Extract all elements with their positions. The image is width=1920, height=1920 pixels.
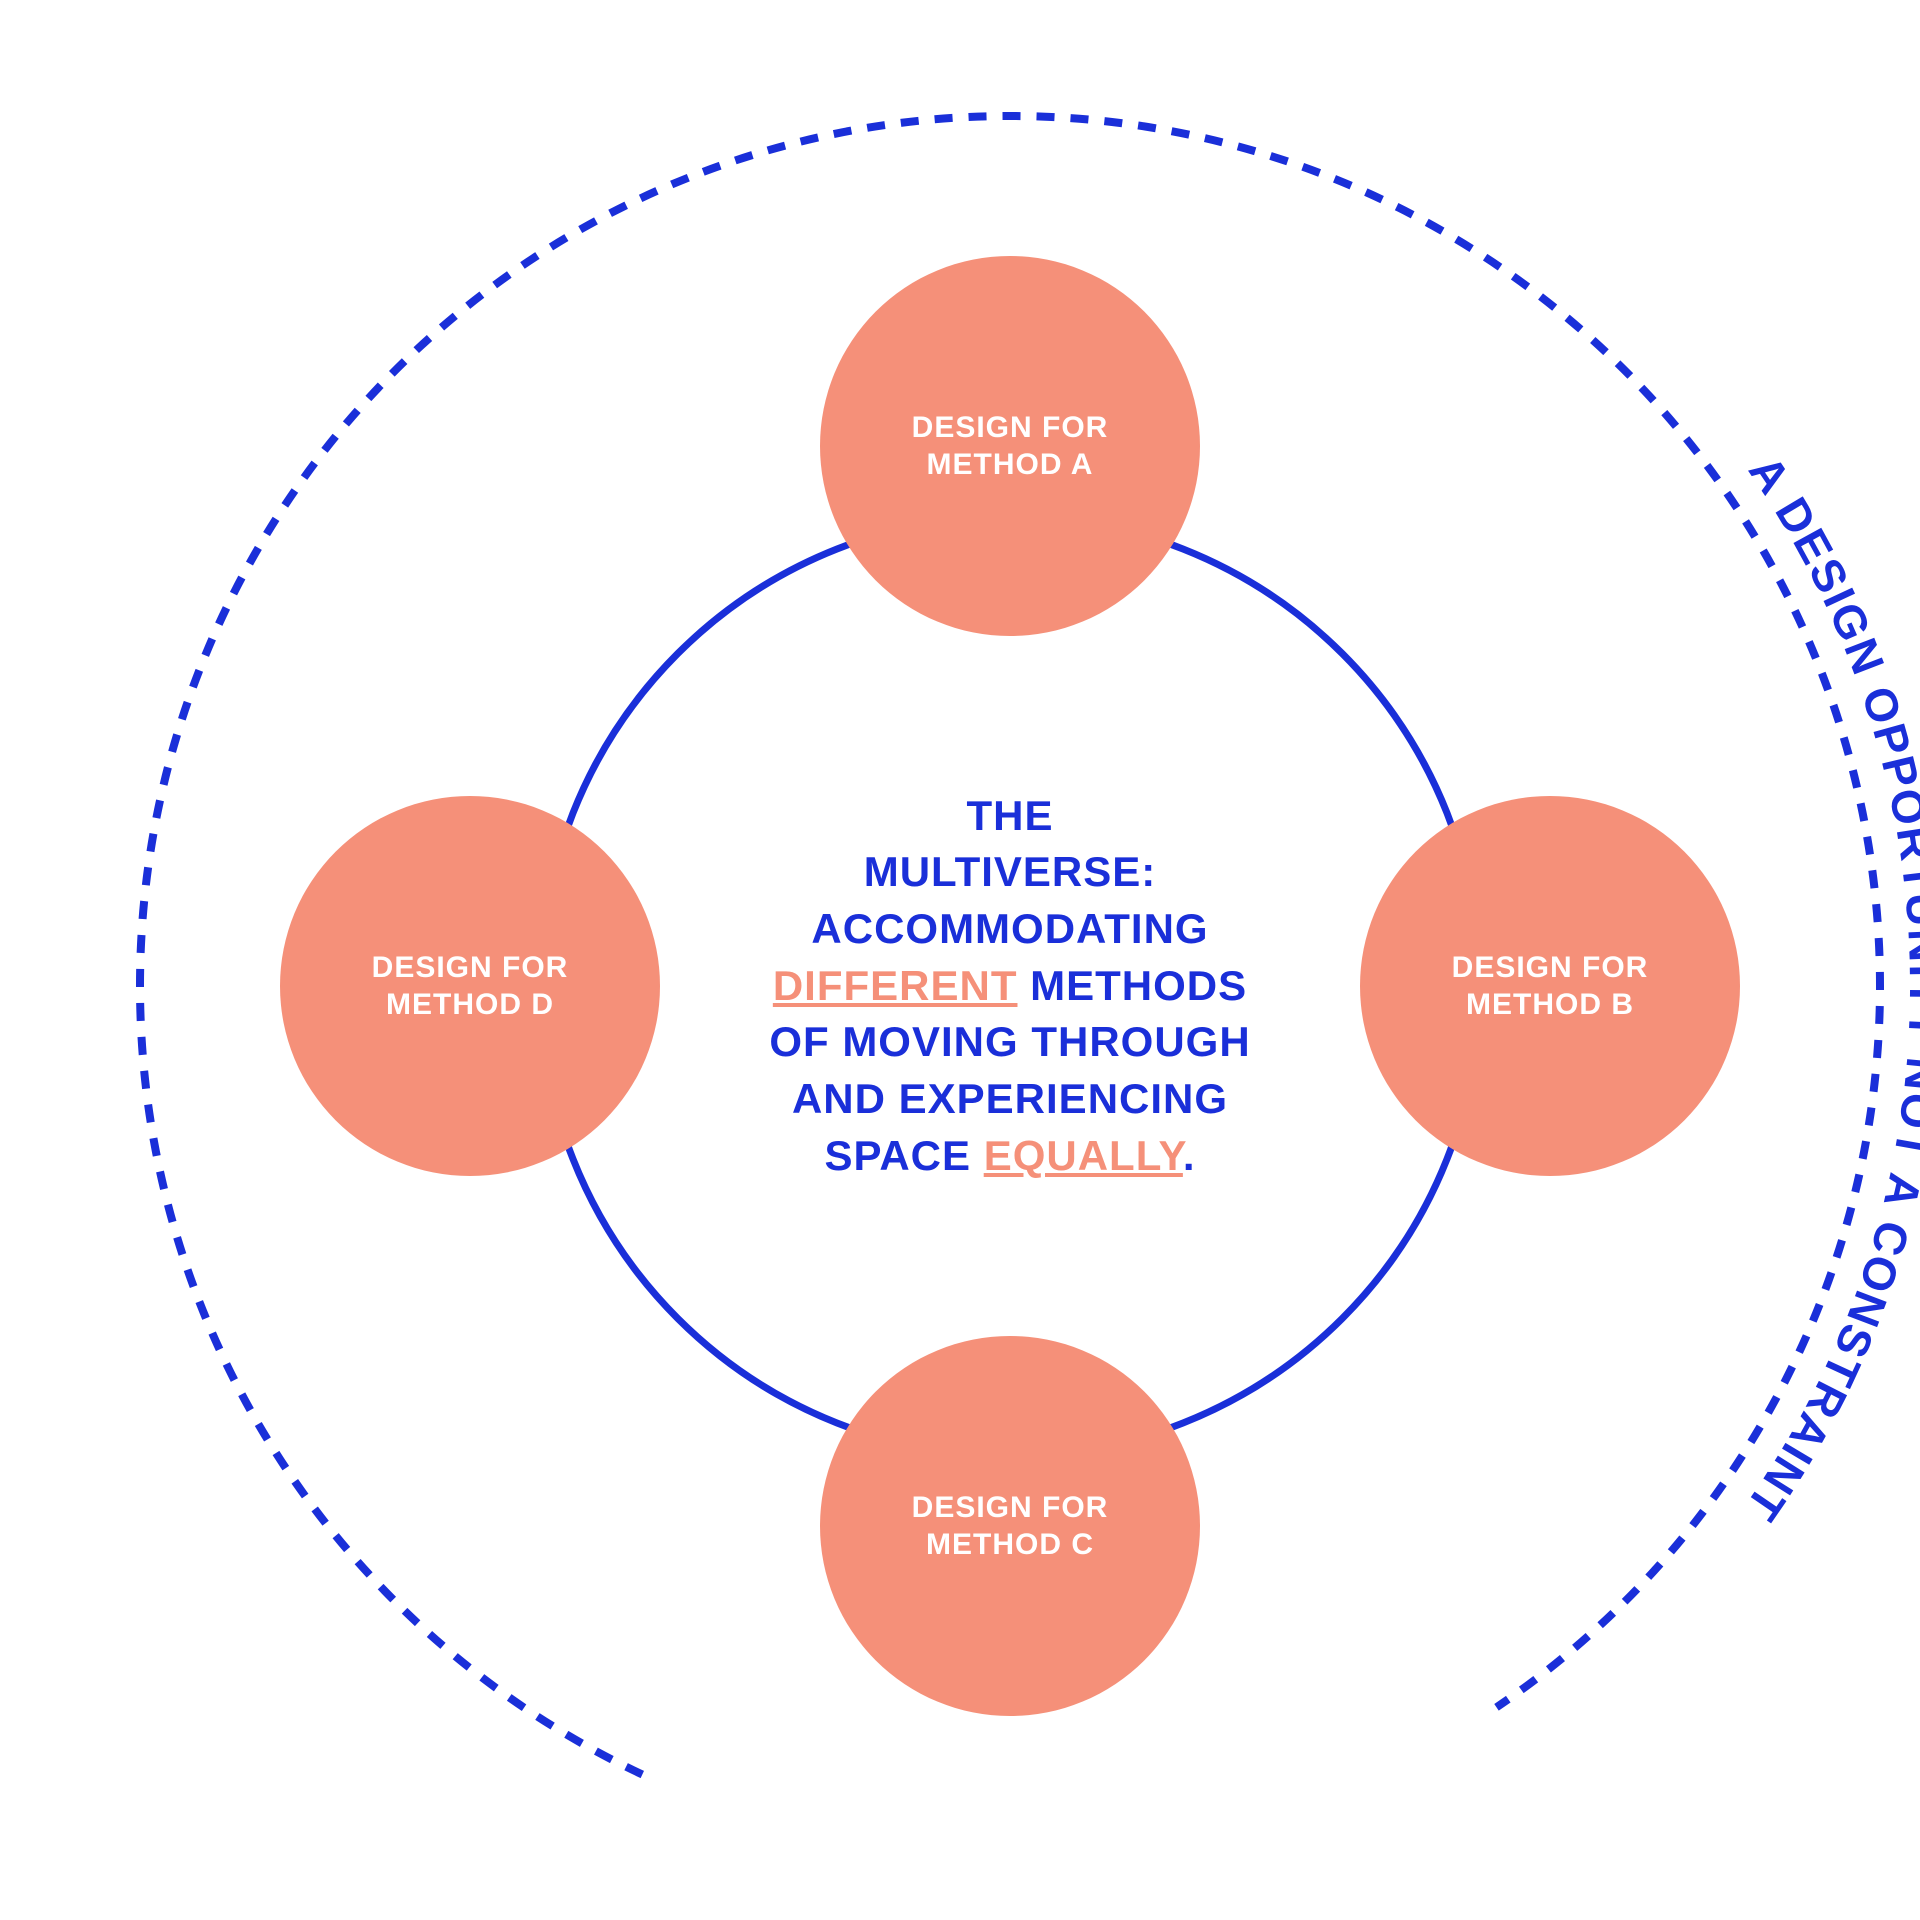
method-node-label: DESIGN FORMETHOD D (352, 949, 589, 1024)
diagram-stage: A DESIGN OPPORTUNITY NOT A CONSTRAINT DE… (0, 0, 1920, 1920)
arc-text: A DESIGN OPPORTUNITY NOT A CONSTRAINT (1735, 446, 1920, 1531)
method-node-c: DESIGN FORMETHOD C (820, 1336, 1200, 1716)
method-node-a: DESIGN FORMETHOD A (820, 256, 1200, 636)
method-node-label: DESIGN FORMETHOD A (892, 409, 1129, 484)
method-node-label: DESIGN FORMETHOD C (892, 1489, 1129, 1564)
method-node-label: DESIGN FORMETHOD B (1432, 949, 1669, 1024)
center-text: THEMULTIVERSE:ACCOMMODATINGDIFFERENT MET… (730, 788, 1290, 1185)
method-node-b: DESIGN FORMETHOD B (1360, 796, 1740, 1176)
method-node-d: DESIGN FORMETHOD D (280, 796, 660, 1176)
